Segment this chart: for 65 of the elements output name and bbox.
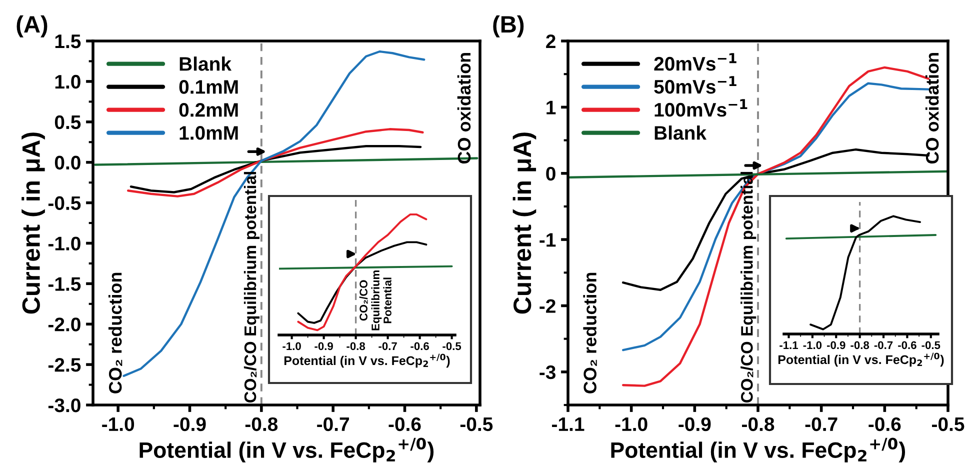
- x-tick-label: -0.9: [678, 417, 711, 432]
- x-tick-label: -1.0: [615, 417, 648, 432]
- annotation: CO oxidation: [925, 53, 939, 164]
- y-axis-title: Current ( in μA): [512, 132, 536, 314]
- ref-line-label: CO₂/CO Equilibrium potential: [740, 172, 756, 402]
- x-axis-title: Potential (in V vs. FeCp$_{2}$$^{+/0}$): [611, 438, 906, 462]
- x-tick-label: -0.9: [314, 342, 333, 350]
- legend-label: 1.0mM: [180, 126, 238, 140]
- annotation: CO₂ reduction: [108, 272, 122, 394]
- x-tick-label: -0.8: [742, 417, 774, 432]
- y-tick-label: -2.0: [48, 318, 80, 332]
- x-tick-label: -0.9: [826, 341, 846, 350]
- y-tick-label: 1: [546, 100, 556, 114]
- y-tick-label: -0.5: [48, 196, 81, 210]
- x-tick-label: -1.1: [552, 418, 584, 431]
- y-tick-label: -3: [540, 365, 556, 380]
- legend-label: Blank: [180, 56, 232, 71]
- legend-label: 0.1mM: [179, 80, 238, 94]
- legend-label: 20mVs$^{−1}$: [654, 53, 736, 71]
- y-tick-label: 0.5: [54, 115, 81, 130]
- y-tick-label: 0.0: [54, 156, 80, 170]
- legend-label: 50mVs$^{−1}$: [654, 76, 736, 94]
- x-tick-label: -0.5: [932, 417, 964, 432]
- x-tick-label: -0.5: [442, 342, 462, 350]
- annotation: CO oxidation: [457, 53, 471, 164]
- y-tick-label: 1.5: [55, 34, 81, 48]
- legend-label: 100mVs$^{−1}$: [654, 99, 748, 117]
- legend-label: 0.2mM: [179, 103, 238, 117]
- x-tick-label: -0.7: [805, 417, 838, 432]
- chart-title: (B): [493, 15, 524, 38]
- x-tick-label: -0.6: [410, 342, 429, 350]
- y-tick-label: -3.0: [48, 398, 80, 412]
- y-tick-label: -1: [540, 233, 556, 247]
- ref-line-label: CO₂/CO Equilibrium Potential: [359, 270, 392, 330]
- x-tick-label: -1.0: [803, 341, 822, 350]
- y-tick-label: 0: [546, 166, 556, 181]
- y-tick-label: 1.0: [55, 74, 80, 89]
- x-tick-label: -0.6: [898, 341, 916, 350]
- x-tick-label: -0.8: [850, 341, 870, 350]
- x-axis-title: Potential (in V vs. FeCp$_{2}$$^{+/0}$): [284, 354, 450, 368]
- x-tick-label: -0.9: [174, 417, 206, 432]
- y-tick-label: -1.5: [48, 277, 81, 291]
- y-axis-title: Current ( in μA): [22, 132, 45, 314]
- chart-title: (A): [16, 15, 48, 38]
- x-tick-label: -0.5: [922, 341, 940, 350]
- x-tick-label: -1.0: [102, 417, 134, 432]
- x-tick-label: -0.8: [245, 417, 278, 432]
- y-tick-label: -2.5: [48, 358, 81, 372]
- x-axis-title: Potential (in V vs. FeCp$_{2}$$^{+/0}$): [140, 438, 434, 462]
- x-tick-label: -0.6: [388, 417, 421, 432]
- x-axis-title: Potential (in V vs. FeCp$_{2}$$^{+/0}$): [778, 352, 944, 367]
- x-tick-label: -0.6: [868, 417, 901, 432]
- ref-line-label: CO₂/CO Equilibrium potential: [244, 172, 260, 402]
- x-tick-label: -1.1: [780, 341, 798, 349]
- x-tick-label: -0.7: [378, 342, 397, 350]
- annotation: CO₂ reduction: [583, 272, 597, 394]
- legend-label: Blank: [654, 126, 707, 140]
- x-tick-label: -0.7: [317, 417, 349, 432]
- x-tick-label: -1.0: [282, 342, 301, 350]
- y-tick-label: 2: [546, 34, 556, 48]
- x-tick-label: -0.8: [346, 342, 366, 350]
- y-tick-label: -2: [540, 299, 556, 313]
- x-tick-label: -0.7: [874, 341, 893, 350]
- y-tick-label: -1.0: [48, 236, 80, 250]
- x-tick-label: -0.5: [460, 417, 493, 432]
